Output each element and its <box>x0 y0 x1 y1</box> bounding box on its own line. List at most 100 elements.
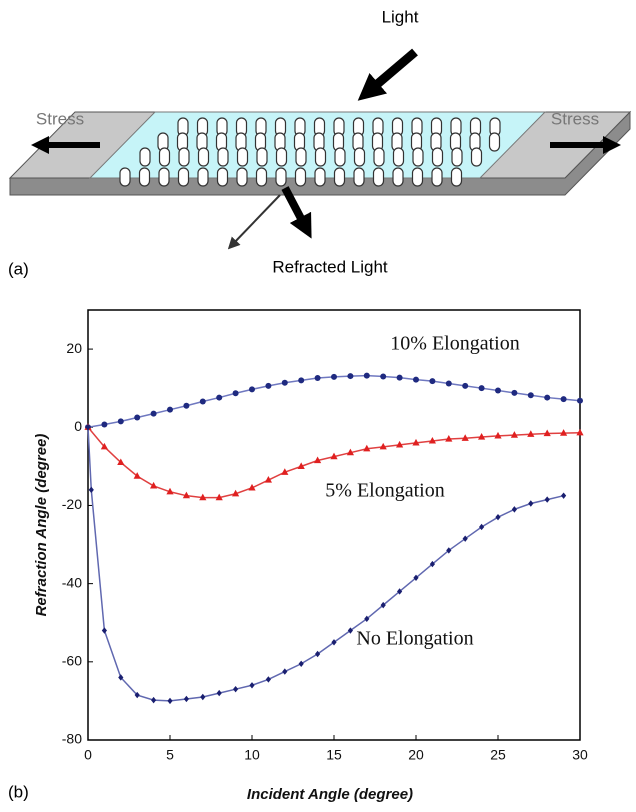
point <box>528 392 534 398</box>
point <box>528 500 533 506</box>
point <box>545 496 550 502</box>
pillar <box>237 168 247 186</box>
x-tick-label: 30 <box>572 747 588 763</box>
point <box>282 668 287 674</box>
series-label: 10% Elongation <box>390 333 519 355</box>
point <box>544 395 550 401</box>
series-line <box>88 376 580 428</box>
point <box>380 373 386 379</box>
figure: Light Stress Stress Refracted Light (a) … <box>0 0 636 807</box>
pillar <box>120 168 130 186</box>
point <box>101 422 107 428</box>
point <box>217 690 222 696</box>
x-axis-title: Incident Angle (degree) <box>247 786 413 803</box>
point <box>495 514 500 520</box>
x-tick-label: 10 <box>244 747 260 763</box>
pillar <box>257 148 267 166</box>
y-axis-title: Refraction Angle (degree) <box>33 434 50 617</box>
pillar <box>393 168 403 186</box>
point <box>216 395 222 401</box>
point <box>561 396 567 402</box>
point <box>331 639 336 645</box>
pillar <box>159 168 169 186</box>
point <box>479 524 484 530</box>
pillar <box>257 168 267 186</box>
point <box>167 698 172 704</box>
series-label: 5% Elongation <box>325 480 444 502</box>
point <box>429 378 435 384</box>
point <box>167 407 173 413</box>
light-arrow <box>368 52 415 92</box>
point <box>233 390 239 396</box>
pillar <box>413 148 423 166</box>
point <box>200 694 205 700</box>
pillar <box>452 168 462 186</box>
point <box>561 492 566 498</box>
point <box>315 375 321 381</box>
point <box>102 627 107 633</box>
y-tick-label: -80 <box>62 731 82 747</box>
point <box>397 375 403 381</box>
point <box>265 383 271 389</box>
y-tick-label: 20 <box>66 340 82 356</box>
point <box>446 380 452 386</box>
pillar <box>179 168 189 186</box>
pillar <box>218 148 228 166</box>
point <box>347 373 353 379</box>
point <box>413 377 419 383</box>
point <box>134 415 140 421</box>
pillar <box>355 148 365 166</box>
pillar <box>199 148 209 166</box>
point <box>479 385 485 391</box>
pillar <box>140 148 150 166</box>
pillar <box>432 168 442 186</box>
point <box>184 696 189 702</box>
pillar <box>452 148 462 166</box>
pillar <box>354 168 364 186</box>
point <box>249 682 254 688</box>
y-tick-label: -40 <box>62 574 82 590</box>
pillar <box>374 168 384 186</box>
pillar <box>433 148 443 166</box>
series-line <box>88 427 564 701</box>
pillar <box>276 168 286 186</box>
label: Stress <box>36 109 84 128</box>
refracted-arrow <box>232 195 280 245</box>
chart: (b) Incident Angle (degree) Refraction A… <box>8 310 588 803</box>
point <box>200 398 206 404</box>
x-tick-label: 5 <box>166 747 174 763</box>
panel-label: (b) <box>8 782 29 801</box>
pillar <box>179 148 189 166</box>
diagram: Light Stress Stress Refracted Light (a) <box>8 7 630 278</box>
point <box>315 651 320 657</box>
pillar <box>472 148 482 166</box>
point <box>249 386 255 392</box>
point <box>495 388 501 394</box>
pillar <box>335 148 345 166</box>
pillar <box>413 168 423 186</box>
x-tick-label: 20 <box>408 747 424 763</box>
pillar <box>238 148 248 166</box>
point <box>331 374 337 380</box>
point <box>576 429 583 436</box>
label: Stress <box>551 109 599 128</box>
point <box>282 380 288 386</box>
point <box>462 383 468 389</box>
pillar <box>218 168 228 186</box>
x-tick-label: 15 <box>326 747 342 763</box>
point <box>511 390 517 396</box>
y-tick-label: 0 <box>74 418 82 434</box>
pillar <box>198 168 208 186</box>
point <box>299 661 304 667</box>
pillar <box>374 148 384 166</box>
point <box>233 686 238 692</box>
pillar <box>296 168 306 186</box>
label: Light <box>382 7 419 26</box>
series-label: No Elongation <box>356 628 473 650</box>
pillar <box>490 133 500 151</box>
y-tick-label: -20 <box>62 496 82 512</box>
pillar <box>316 148 326 166</box>
point <box>89 487 94 493</box>
point <box>151 697 156 703</box>
point <box>348 627 353 633</box>
